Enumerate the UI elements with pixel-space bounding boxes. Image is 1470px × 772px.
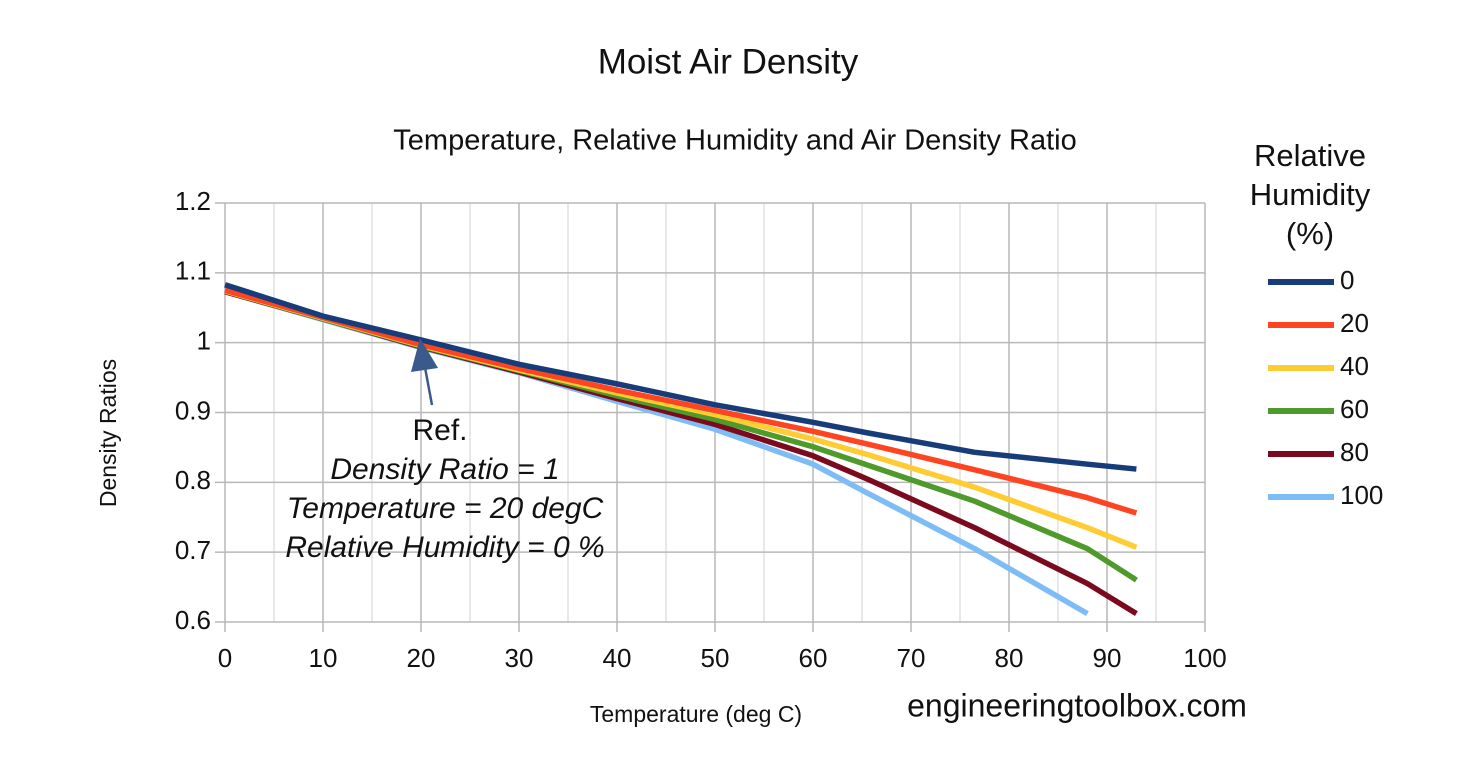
x-tick-label: 0 — [218, 643, 232, 673]
y-axis-label: Density Ratios — [95, 359, 121, 507]
legend-title: Relative — [1254, 138, 1366, 173]
x-tick-label: 60 — [799, 643, 828, 673]
x-tick-label: 90 — [1093, 643, 1122, 673]
chart-subtitle: Temperature, Relative Humidity and Air D… — [393, 125, 1076, 157]
annotation-text: Density Ratio = 1 — [330, 453, 559, 486]
y-tick-label: 0.8 — [175, 465, 211, 495]
series-line — [224, 287, 1138, 516]
legend-label: 100 — [1340, 480, 1383, 510]
annotation-text: Relative Humidity = 0 % — [285, 531, 604, 564]
annotation-text: Temperature = 20 degC — [287, 492, 604, 525]
series-line — [224, 282, 1137, 472]
legend-label: 0 — [1340, 265, 1354, 295]
y-tick-label: 1.2 — [175, 186, 211, 216]
legend-title: Humidity — [1250, 177, 1371, 212]
legend-label: 20 — [1340, 308, 1369, 338]
x-tick-label: 20 — [407, 643, 436, 673]
x-tick-label: 40 — [603, 643, 632, 673]
legend-title: (%) — [1286, 216, 1334, 251]
annotation-arrowhead — [411, 338, 438, 372]
legend-label: 80 — [1340, 437, 1369, 467]
y-tick-label: 0.6 — [175, 605, 211, 635]
y-tick-label: 0.7 — [175, 535, 211, 565]
x-tick-label: 80 — [995, 643, 1024, 673]
watermark: engineeringtoolbox.com — [907, 687, 1247, 723]
annotation-text: Ref. — [412, 414, 467, 447]
y-tick-label: 1.1 — [175, 256, 211, 286]
legend-label: 40 — [1340, 351, 1369, 381]
y-tick-label: 0.9 — [175, 395, 211, 425]
x-tick-label: 70 — [897, 643, 926, 673]
x-tick-label: 100 — [1183, 643, 1226, 673]
chart-title: Moist Air Density — [598, 42, 859, 81]
legend-label: 60 — [1340, 394, 1369, 424]
x-tick-label: 50 — [701, 643, 730, 673]
y-tick-label: 1 — [197, 326, 211, 356]
x-axis-label: Temperature (deg C) — [590, 701, 802, 727]
x-tick-label: 30 — [505, 643, 534, 673]
x-tick-label: 10 — [309, 643, 338, 673]
